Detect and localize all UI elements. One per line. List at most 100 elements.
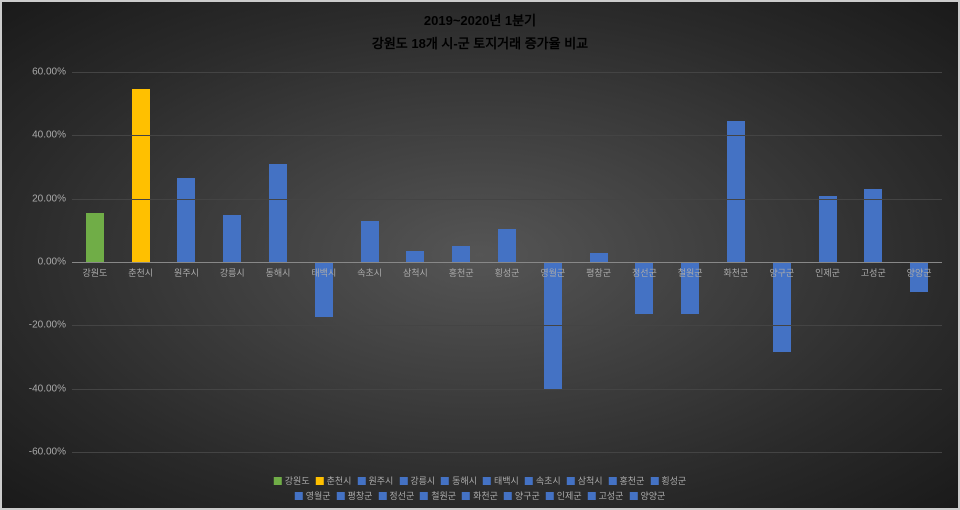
legend-row: 영월군 평창군 정선군 철원군 화천군 양구군 인제군 고성군 양양군 <box>295 489 666 502</box>
legend-swatch <box>650 477 658 485</box>
legend-label: 춘천시 <box>327 474 352 487</box>
chart-container: 2019~2020년 1분기 강원도 18개 시-군 토지거래 증가율 비교 강… <box>0 0 960 510</box>
legend-item: 고성군 <box>588 489 624 502</box>
title-line-2: 강원도 18개 시-군 토지거래 증가율 비교 <box>2 33 958 52</box>
legend: 강원도 춘천시 원주시 강릉시 동해시 태백시 속초시 삼척시 홍천군 횡성군영월군 평창군 정선군 철… <box>274 474 686 502</box>
legend-swatch <box>546 492 554 500</box>
legend-label: 인제군 <box>557 489 582 502</box>
y-tick-label: -20.00% <box>29 320 66 331</box>
legend-swatch <box>609 477 617 485</box>
legend-item: 삼척시 <box>567 474 603 487</box>
legend-label: 동해시 <box>452 474 477 487</box>
x-tick-label: 강릉시 <box>212 266 252 279</box>
legend-label: 정선군 <box>389 489 414 502</box>
x-tick-label: 속초시 <box>350 266 390 279</box>
legend-item: 홍천군 <box>609 474 645 487</box>
legend-swatch <box>420 492 428 500</box>
legend-item: 평창군 <box>337 489 373 502</box>
grid-line <box>72 199 942 200</box>
legend-swatch <box>316 477 324 485</box>
legend-swatch <box>357 477 365 485</box>
x-tick-label: 강원도 <box>75 266 115 279</box>
chart-title: 2019~2020년 1분기 강원도 18개 시-군 토지거래 증가율 비교 <box>2 2 958 52</box>
legend-label: 철원군 <box>431 489 456 502</box>
y-tick-label: 20.00% <box>32 193 66 204</box>
legend-label: 영월군 <box>306 489 331 502</box>
bar <box>406 251 424 262</box>
legend-label: 평창군 <box>348 489 373 502</box>
bar <box>86 213 104 262</box>
grid-line <box>72 325 942 326</box>
legend-item: 화천군 <box>462 489 498 502</box>
legend-label: 강릉시 <box>410 474 435 487</box>
x-tick-label: 고성군 <box>853 266 893 279</box>
legend-item: 태백시 <box>483 474 519 487</box>
x-tick-label: 양구군 <box>762 266 802 279</box>
legend-swatch <box>274 477 282 485</box>
legend-item: 원주시 <box>357 474 393 487</box>
legend-label: 화천군 <box>473 489 498 502</box>
title-line-1: 2019~2020년 1분기 <box>2 10 958 29</box>
legend-swatch <box>399 477 407 485</box>
bar <box>498 229 516 262</box>
x-tick-label: 화천군 <box>716 266 756 279</box>
legend-item: 철원군 <box>420 489 456 502</box>
bar <box>361 221 379 262</box>
grid-line <box>72 452 942 453</box>
bar <box>269 164 287 262</box>
legend-swatch <box>378 492 386 500</box>
legend-swatch <box>629 492 637 500</box>
legend-label: 고성군 <box>599 489 624 502</box>
zero-line <box>72 262 942 263</box>
legend-label: 홍천군 <box>620 474 645 487</box>
legend-item: 영월군 <box>295 489 331 502</box>
y-tick-label: -40.00% <box>29 383 66 394</box>
legend-swatch <box>483 477 491 485</box>
grid-line <box>72 389 942 390</box>
legend-label: 속초시 <box>536 474 561 487</box>
x-tick-label: 태백시 <box>304 266 344 279</box>
x-tick-label: 영월군 <box>533 266 573 279</box>
legend-item: 춘천시 <box>316 474 352 487</box>
plot-area: 강원도춘천시원주시강릉시동해시태백시속초시삼척시홍천군횡성군영월군평창군정선군철… <box>72 72 942 452</box>
legend-label: 태백시 <box>494 474 519 487</box>
bar <box>452 246 470 262</box>
legend-item: 양양군 <box>629 489 665 502</box>
bar <box>864 189 882 262</box>
legend-swatch <box>295 492 303 500</box>
legend-item: 강릉시 <box>399 474 435 487</box>
legend-label: 강원도 <box>285 474 310 487</box>
legend-swatch <box>462 492 470 500</box>
y-tick-label: 40.00% <box>32 130 66 141</box>
x-tick-label: 홍천군 <box>441 266 481 279</box>
grid-line <box>72 135 942 136</box>
legend-item: 양구군 <box>504 489 540 502</box>
x-tick-label: 정선군 <box>624 266 664 279</box>
legend-label: 원주시 <box>368 474 393 487</box>
bar <box>177 178 195 262</box>
legend-label: 양양군 <box>640 489 665 502</box>
x-tick-label: 양양군 <box>899 266 939 279</box>
legend-item: 동해시 <box>441 474 477 487</box>
legend-label: 양구군 <box>515 489 540 502</box>
x-tick-label: 춘천시 <box>121 266 161 279</box>
x-tick-label: 철원군 <box>670 266 710 279</box>
grid-line <box>72 72 942 73</box>
legend-label: 횡성군 <box>661 474 686 487</box>
legend-row: 강원도 춘천시 원주시 강릉시 동해시 태백시 속초시 삼척시 홍천군 횡성군 <box>274 474 686 487</box>
y-tick-label: 0.00% <box>38 257 66 268</box>
legend-item: 속초시 <box>525 474 561 487</box>
legend-item: 강원도 <box>274 474 310 487</box>
legend-swatch <box>588 492 596 500</box>
legend-swatch <box>504 492 512 500</box>
bar <box>727 121 745 262</box>
legend-item: 정선군 <box>378 489 414 502</box>
legend-swatch <box>441 477 449 485</box>
x-tick-label: 원주시 <box>166 266 206 279</box>
bar <box>590 253 608 263</box>
legend-swatch <box>337 492 345 500</box>
legend-item: 인제군 <box>546 489 582 502</box>
x-tick-label: 삼척시 <box>395 266 435 279</box>
y-tick-label: -60.00% <box>29 447 66 458</box>
x-tick-label: 횡성군 <box>487 266 527 279</box>
